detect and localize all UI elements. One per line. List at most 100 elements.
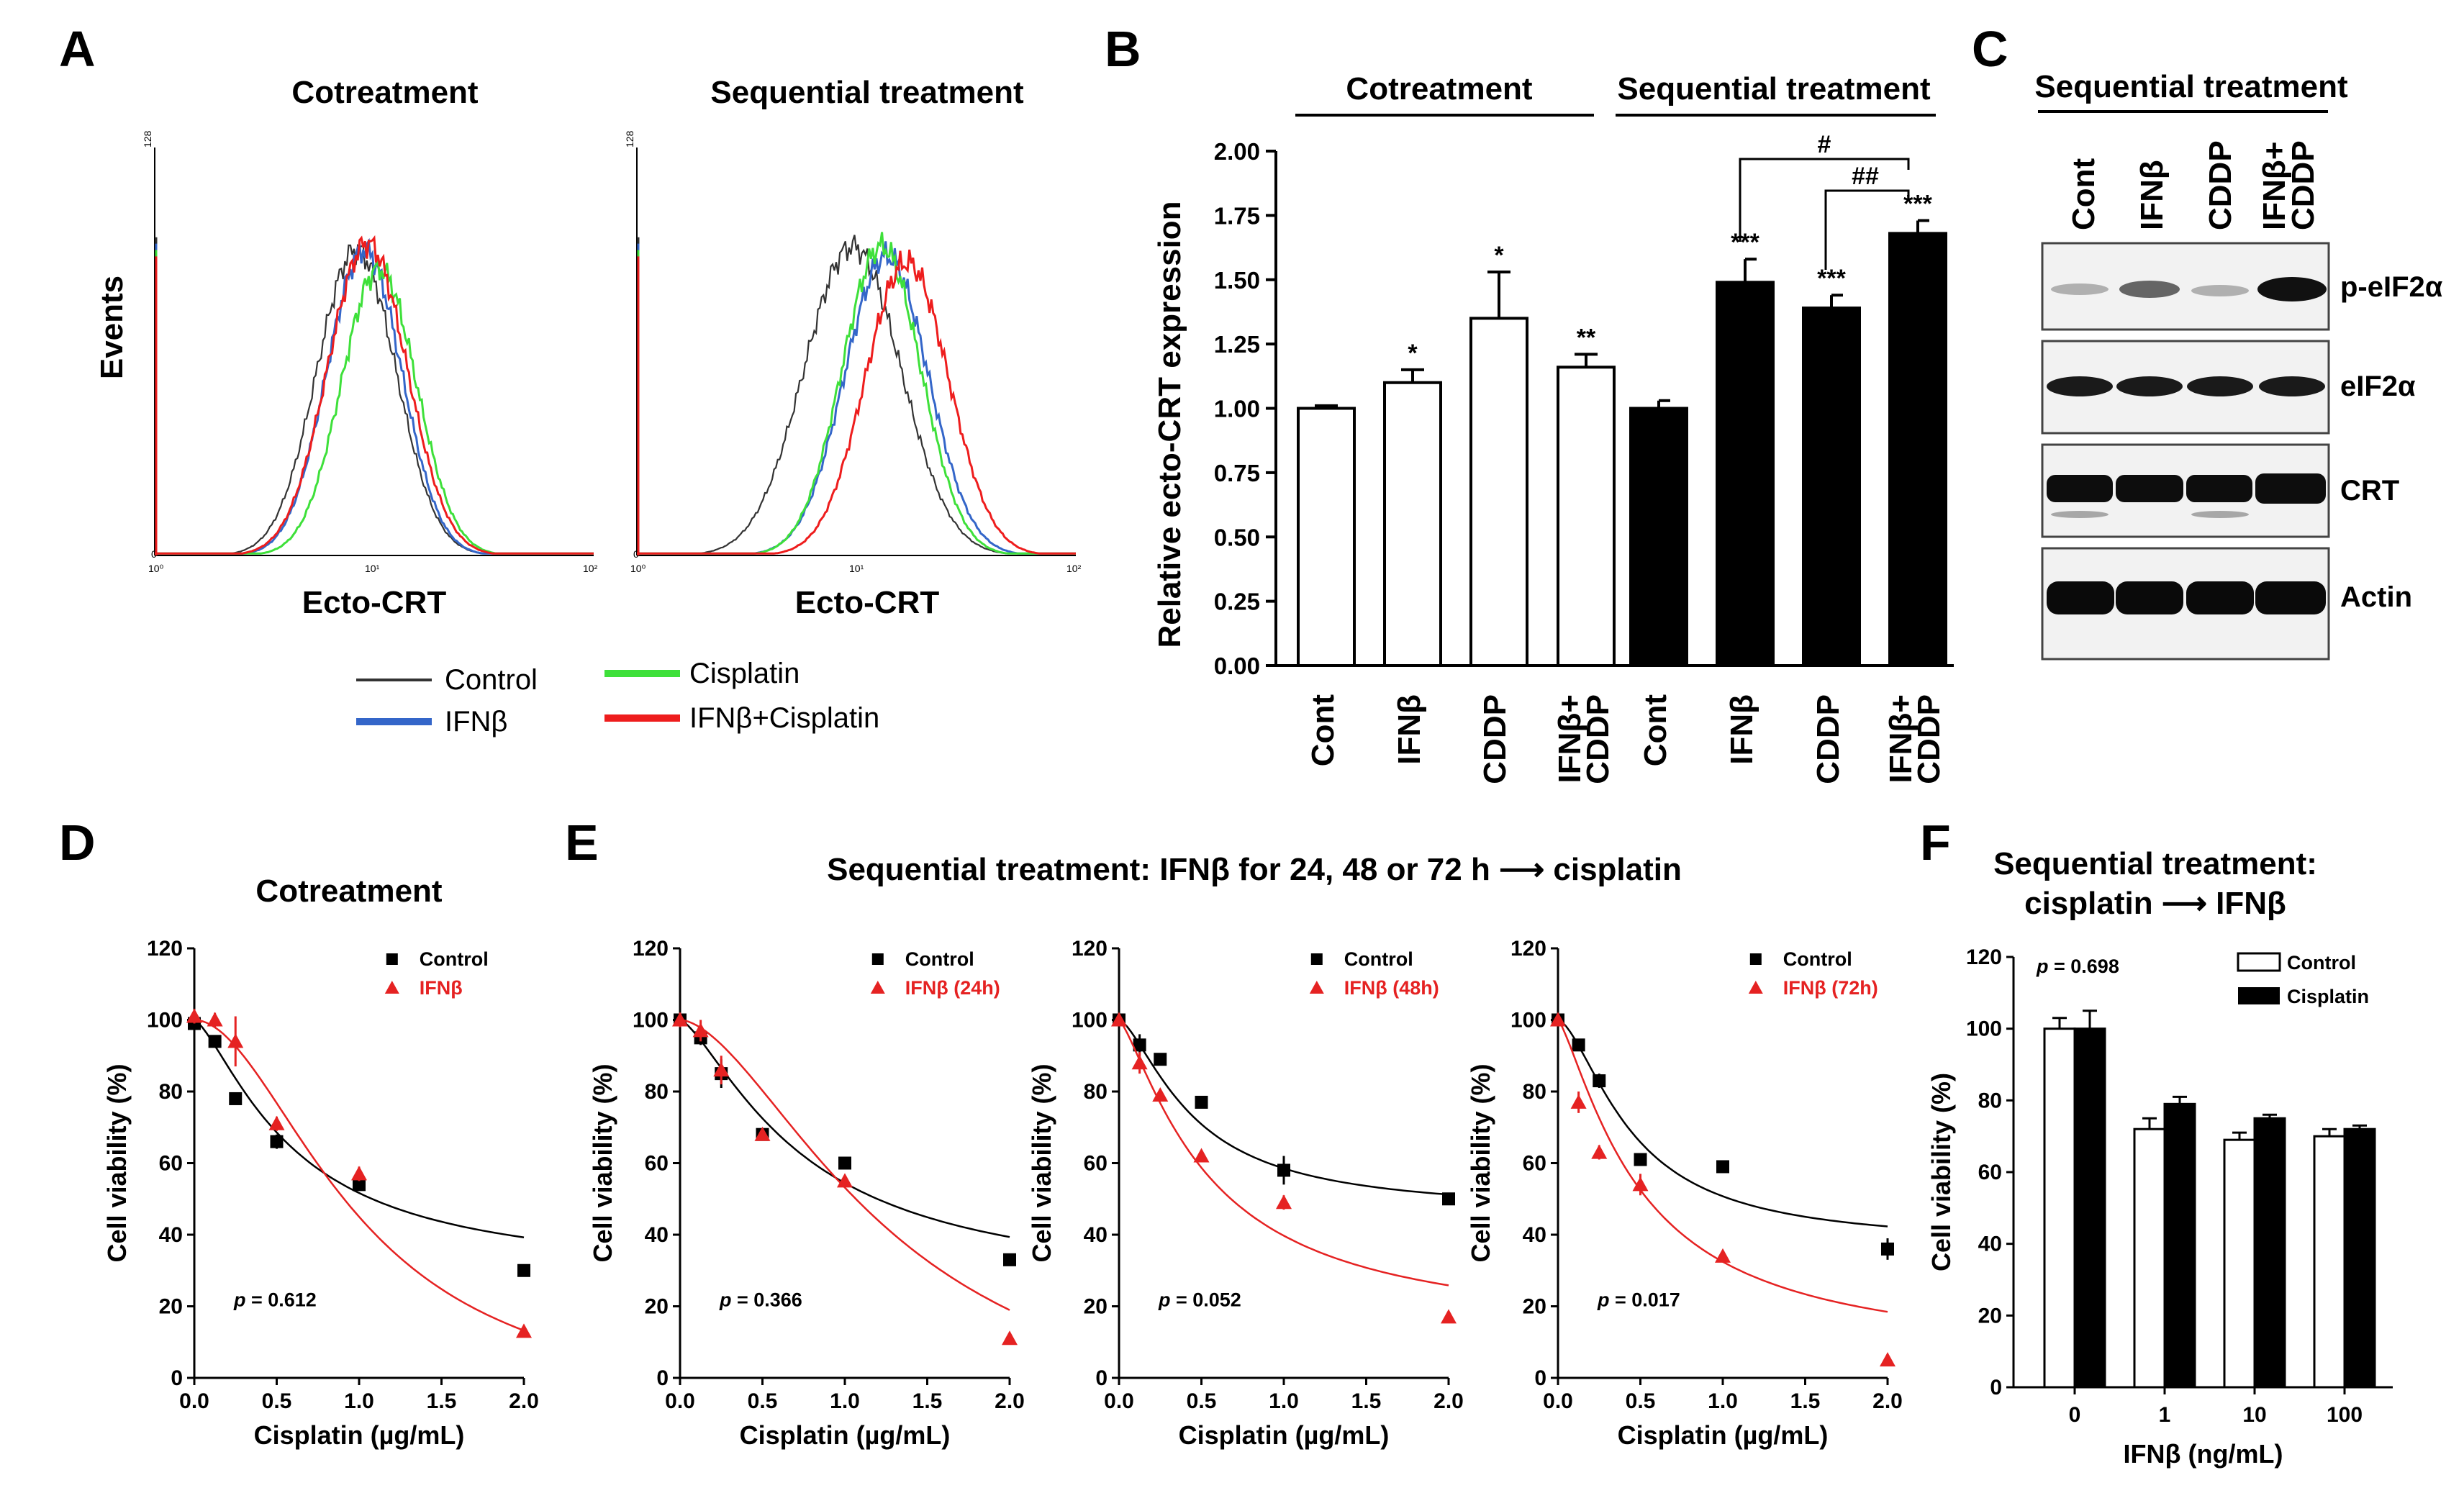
ifnb-point xyxy=(1152,1086,1169,1102)
b-ytick-label: 0.00 xyxy=(1214,653,1260,679)
panel-b: Cotreatment Sequential treatment Relativ… xyxy=(1152,71,1954,784)
xtick-label: 0.5 xyxy=(262,1389,292,1413)
p-value: = 0.366 xyxy=(731,1289,802,1311)
ytick-label: 40 xyxy=(1084,1223,1108,1247)
panel-a-xtick-1c: 10² xyxy=(583,563,598,574)
y-axis-label: Cell viability (%) xyxy=(1027,1063,1056,1262)
b-bar-7 xyxy=(1888,232,1947,667)
ifnb-point xyxy=(516,1323,532,1338)
band-eif2a-lane1 xyxy=(2047,376,2113,396)
b-ytick-label: 1.75 xyxy=(1214,202,1260,229)
ifnb-point xyxy=(268,1115,285,1130)
bracket-hash-2 xyxy=(1824,189,1910,270)
xtick-label: 2.0 xyxy=(1433,1389,1464,1413)
band-actin-lane1 xyxy=(2047,581,2114,614)
legend-marker-ifnb xyxy=(870,981,885,994)
ytick-label: 0 xyxy=(656,1366,669,1390)
f-p-value-text: p = 0.698 xyxy=(2036,956,2119,977)
f-ytick-label: 100 xyxy=(1966,1017,2002,1041)
b-ytick-label: 1.50 xyxy=(1214,267,1260,294)
f-ytick-label: 0 xyxy=(1990,1376,2002,1399)
xtick-label: 1.5 xyxy=(1351,1389,1382,1413)
band-eif2a-lane4 xyxy=(2259,376,2325,396)
ytick-label: 120 xyxy=(633,937,669,961)
xtick-label: 1.0 xyxy=(1269,1389,1299,1413)
ifnb-point xyxy=(207,1012,223,1027)
panel-f-chart: 0 20 40 60 80 100 120 0 1 10 100 IFNβ (ng/mL) Cell v… xyxy=(1926,945,2393,1469)
ytick-label: 120 xyxy=(147,937,183,961)
b-bar-1 xyxy=(1383,381,1442,667)
panel-b-group-sequential: Sequential treatment xyxy=(1617,71,1931,106)
panel-a-title-cotreatment: Cotreatment xyxy=(291,75,478,110)
legend-marker-ifnb xyxy=(1309,981,1324,994)
hist-curve-cisplatin xyxy=(155,257,594,555)
fit-curve-0 xyxy=(194,1019,525,1238)
f-xtick-label: 10 xyxy=(2242,1403,2266,1427)
xtick-label: 1.5 xyxy=(1790,1389,1821,1413)
y-axis-label: Cell viability (%) xyxy=(588,1063,617,1262)
band-p-eif2a-lane2 xyxy=(2119,281,2180,298)
ytick-label: 120 xyxy=(1510,937,1546,961)
ytick-label: 100 xyxy=(147,1009,183,1033)
band-eif2a-lane3 xyxy=(2187,376,2253,396)
ytick-label: 100 xyxy=(633,1009,669,1033)
blot-label-actin: Actin xyxy=(2340,581,2412,613)
ifnb-point xyxy=(1441,1309,1457,1324)
control-point xyxy=(1442,1192,1455,1206)
legend-label-ifnb: IFNβ (72h) xyxy=(1783,977,1878,999)
ifnb-point xyxy=(837,1173,853,1188)
ifnb-point xyxy=(1715,1248,1731,1263)
band-p-eif2a-lane4 xyxy=(2257,277,2327,301)
panel-b-cat-cddp-1: CDDP xyxy=(1477,694,1513,784)
legend-label-control: Control xyxy=(1344,948,1413,970)
panel-a-xlabel-1: Ecto-CRT xyxy=(302,585,447,620)
panel-c-lane-cddp: CDDP xyxy=(2203,140,2238,230)
legend-marker-control xyxy=(1749,953,1762,965)
control-point xyxy=(353,1178,366,1192)
ifnb-point xyxy=(351,1166,367,1181)
x-axis-label: Cisplatin (µg/mL) xyxy=(254,1420,465,1450)
p-symbol: p xyxy=(233,1289,246,1311)
panel-e2-chart: 0 20 40 60 80 100 120 0.0 0.5 1.0 1.5 2.0 Cisplatin … xyxy=(1027,937,1464,1450)
b-ytick-label: 2.00 xyxy=(1214,138,1260,165)
b-sig-5: *** xyxy=(1731,229,1759,256)
ifnb-point xyxy=(227,1033,244,1048)
legend-marker-ifnb xyxy=(1748,981,1763,994)
ifnb-point xyxy=(1591,1144,1608,1159)
legend-label-control: Control xyxy=(420,948,489,970)
control-point xyxy=(1716,1160,1729,1174)
ifnb-point xyxy=(692,1022,709,1038)
legend-label-control: Control xyxy=(1783,948,1852,970)
hist-curve-ifn xyxy=(155,237,594,555)
band-crt-minor-lane3 xyxy=(2191,511,2249,518)
xtick-label: 1.5 xyxy=(912,1389,943,1413)
x-axis-label: Cisplatin (µg/mL) xyxy=(1618,1420,1829,1450)
band-crt-lane1 xyxy=(2047,475,2113,502)
xtick-label: 1.0 xyxy=(1708,1389,1738,1413)
panel-f-title-line2: cisplatin ⟶ IFNβ xyxy=(2024,886,2286,921)
ifnb-point xyxy=(754,1126,771,1141)
f-xtick-label: 100 xyxy=(2327,1403,2363,1427)
fit-curve-1 xyxy=(194,1019,525,1332)
y-axis-label: Cell viability (%) xyxy=(102,1063,132,1262)
panel-d-chart: 0 20 40 60 80 100 120 0.0 0.5 1.0 1.5 2.0 Cisplatin … xyxy=(102,937,539,1450)
ytick-label: 60 xyxy=(645,1152,669,1176)
b-bar-4 xyxy=(1629,407,1688,667)
panel-a-histogram-cotreatment xyxy=(154,148,594,556)
ifnb-point xyxy=(1880,1352,1895,1367)
band-p-eif2a-lane1 xyxy=(2051,283,2109,295)
panel-label-d: D xyxy=(59,815,96,871)
control-point xyxy=(1634,1153,1647,1166)
control-point xyxy=(229,1092,243,1105)
f-legend-swatch-control xyxy=(2237,952,2281,972)
p-value: = 0.698 xyxy=(2049,956,2119,977)
legend-label-combo: IFNβ+Cisplatin xyxy=(689,702,879,734)
p-value-text: p = 0.366 xyxy=(719,1289,802,1311)
bracket-hash-2-label: ## xyxy=(1852,163,1879,190)
b-bar-5 xyxy=(1716,281,1775,667)
band-actin-lane2 xyxy=(2116,581,2183,614)
ytick-label: 60 xyxy=(1084,1152,1108,1176)
ytick-label: 80 xyxy=(159,1080,183,1104)
panel-c: Sequential treatment Cont IFNβ CDDP IFNβ… xyxy=(2034,69,2443,661)
panel-a-legend: Control IFNβ Cisplatin IFNβ+Cisplatin xyxy=(356,658,879,738)
